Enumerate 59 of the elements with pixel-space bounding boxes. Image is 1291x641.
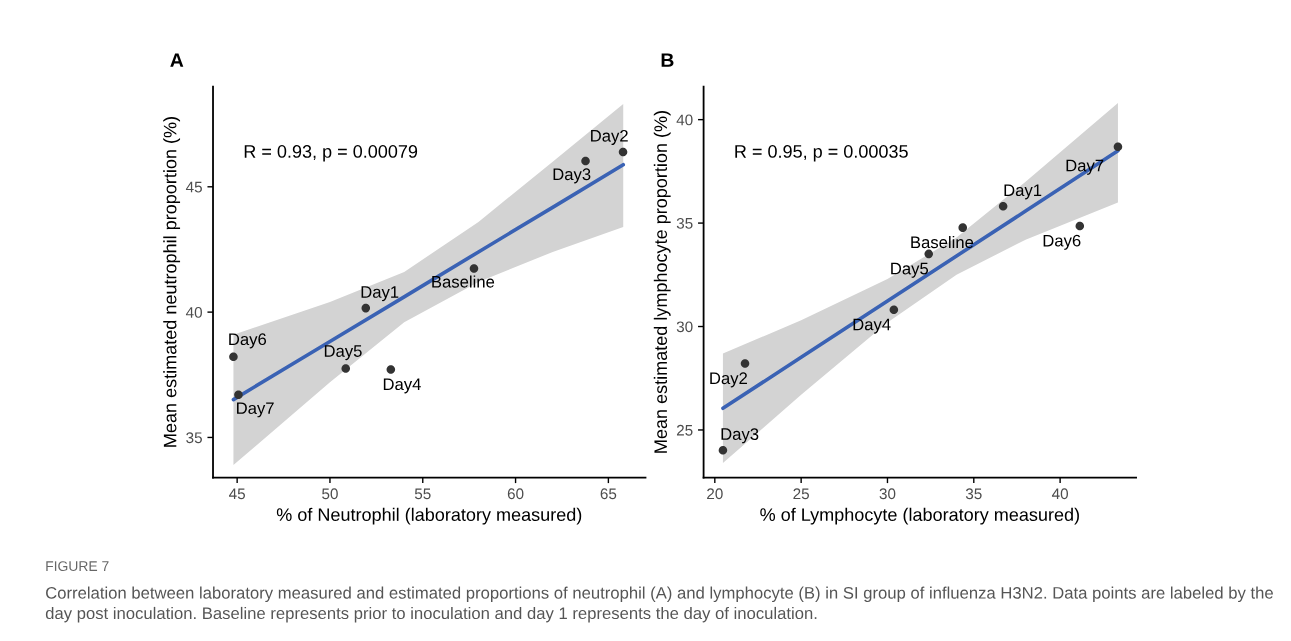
chart-title: A xyxy=(170,53,184,67)
point xyxy=(229,352,238,362)
x-axis-title: % of Lymphocyte (laboratory measured) xyxy=(760,507,1079,525)
point xyxy=(618,147,628,157)
x-tick-label: 30 xyxy=(879,488,896,500)
y-tick-label: 30 xyxy=(676,321,693,333)
y-tick-label: 25 xyxy=(676,424,693,436)
y-tick-label: 40 xyxy=(676,114,693,126)
x-axis-title: % of Neutrophil (laboratory measured) xyxy=(276,507,582,525)
annotation: Day6 xyxy=(229,333,267,349)
annotation: Day3 xyxy=(721,428,759,444)
point xyxy=(1075,221,1085,231)
annotation: Baseline xyxy=(432,275,495,288)
y-axis-title: Mean estimated lymphocyte proportion (%) xyxy=(653,111,671,453)
annotation: Day2 xyxy=(591,129,628,146)
y-tick-label: 35 xyxy=(676,217,693,229)
annotation: R = 0.93, p = 0.00079 xyxy=(244,145,418,162)
x-tick-label: 35 xyxy=(965,488,982,500)
annotation: Day6 xyxy=(1043,234,1081,250)
point xyxy=(1113,142,1123,152)
annotation: Day7 xyxy=(237,402,274,418)
point xyxy=(718,445,728,455)
point xyxy=(924,249,934,259)
x-tick-label: 20 xyxy=(707,488,723,500)
point xyxy=(889,305,899,315)
x-tick-label: 40 xyxy=(1051,488,1069,500)
x-tick-label: 60 xyxy=(507,488,524,500)
annotation: Day4 xyxy=(383,378,421,394)
x-tick-label: 45 xyxy=(229,488,245,500)
annotation: Day5 xyxy=(891,262,929,278)
annotation: Day5 xyxy=(324,345,362,361)
annotation: Day1 xyxy=(361,286,399,302)
point xyxy=(469,264,479,273)
line-series xyxy=(231,162,626,402)
point xyxy=(341,364,351,373)
annotation: Day4 xyxy=(853,318,891,334)
x-tick-label: 25 xyxy=(793,488,809,500)
caption: FIGURE 7 xyxy=(46,561,109,572)
point xyxy=(581,156,590,166)
annotation: R = 0.95, p = 0.00035 xyxy=(735,145,908,162)
point xyxy=(234,390,243,400)
annotation: Day3 xyxy=(553,168,591,184)
y-tick-label: 40 xyxy=(185,306,202,318)
x-tick-label: 55 xyxy=(414,488,431,500)
annotation: Day2 xyxy=(710,372,747,388)
point xyxy=(740,359,750,368)
chart-title: B xyxy=(661,53,674,67)
point xyxy=(958,223,968,232)
x-tick-label: 65 xyxy=(600,488,617,500)
y-tick-label: 45 xyxy=(185,181,202,193)
point xyxy=(386,365,396,374)
y-tick-label: 35 xyxy=(186,432,202,444)
annotation: Baseline xyxy=(911,235,974,249)
point xyxy=(361,303,371,313)
annotation: Day1 xyxy=(1004,184,1042,200)
y-axis-title: Mean estimated neutrophil proportion (%) xyxy=(163,117,181,447)
point xyxy=(998,202,1008,211)
x-tick-label: 50 xyxy=(322,488,338,500)
text: Correlation between laboratory measured and estimated proportions of neutrophil (A) and lymphocyte (B) in SI group of influenza H3N2. Data points are labeled by the day post inoculation. Baseline represents prior to inoculation and day 1 represents the day of inoculation. xyxy=(45,586,1273,623)
